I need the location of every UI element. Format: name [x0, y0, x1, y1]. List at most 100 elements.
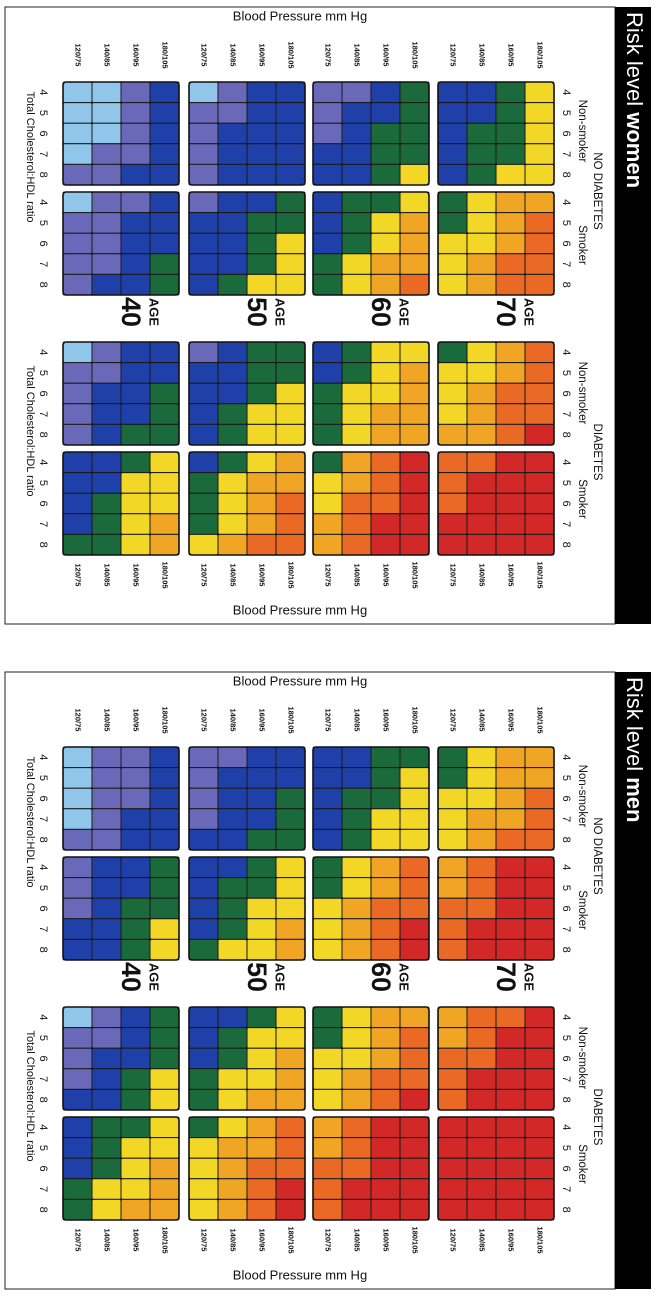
chol-tick-right: 4	[560, 89, 572, 95]
risk-cell	[370, 513, 401, 535]
risk-cell	[341, 341, 372, 364]
risk-cell	[62, 81, 93, 104]
risk-cell	[62, 1088, 93, 1111]
risk-chart-women: Risk level women Blood Pressure mm Hg Bloo…	[4, 6, 651, 625]
risk-cell	[399, 877, 430, 899]
bp-tick-bottom: 140/85	[103, 1229, 112, 1252]
grid-border	[437, 1006, 555, 1111]
risk-cell	[370, 492, 401, 515]
risk-cell	[524, 403, 555, 425]
chol-tick-right: 6	[560, 390, 572, 396]
risk-cell	[437, 828, 468, 851]
risk-cell	[217, 362, 248, 384]
risk-cell	[524, 1006, 555, 1029]
risk-cell	[246, 1116, 277, 1139]
risk-cell	[370, 1088, 401, 1111]
age-label: AGE	[147, 963, 162, 992]
risk-cell	[312, 1047, 343, 1070]
risk-cell	[120, 403, 151, 425]
chol-tick-right: 6	[560, 1165, 572, 1171]
risk-cell	[495, 1198, 526, 1221]
risk-cell	[399, 81, 430, 104]
bp-tick-top: 120/75	[324, 709, 333, 732]
risk-cell	[437, 1047, 468, 1070]
chol-tick-right: 8	[560, 542, 572, 548]
risk-cell	[495, 81, 526, 104]
risk-cell	[120, 143, 151, 165]
risk-cell	[437, 746, 468, 769]
risk-cell	[188, 1088, 219, 1111]
bp-tick-top: 160/95	[507, 709, 516, 732]
risk-cell	[188, 341, 219, 364]
bp-tick-top: 120/75	[200, 709, 209, 732]
risk-cell	[217, 533, 248, 556]
risk-cell	[495, 362, 526, 384]
risk-cell	[312, 787, 343, 810]
risk-cell	[312, 492, 343, 515]
chol-tick-left: 6	[37, 130, 49, 136]
chol-tick-left: 4	[37, 1014, 49, 1020]
chol-tick-right: 4	[560, 199, 572, 205]
risk-cell	[275, 877, 306, 899]
chol-tick-right: 5	[560, 220, 572, 226]
grid-border	[437, 746, 555, 851]
risk-cell	[437, 513, 468, 535]
risk-cell	[246, 1137, 277, 1159]
title-band	[615, 7, 651, 624]
risk-cell	[275, 856, 306, 879]
risk-cell	[495, 856, 526, 879]
risk-cell	[217, 163, 248, 186]
risk-cell	[246, 1068, 277, 1090]
risk-cell	[120, 1137, 151, 1159]
grid-nodiab_nonsmoker-age-70	[437, 81, 555, 186]
risk-cell	[246, 492, 277, 515]
grid-border	[312, 856, 430, 961]
risk-cell	[437, 808, 468, 830]
risk-cell	[399, 232, 430, 255]
risk-cell	[437, 451, 468, 474]
bp-tick-bottom: 120/75	[74, 1229, 83, 1252]
chol-tick-left: 5	[37, 775, 49, 781]
chol-tick-left: 4	[37, 199, 49, 205]
grid-border	[312, 451, 430, 556]
risk-cell	[399, 341, 430, 364]
risk-cell	[246, 1198, 277, 1221]
bp-tick-top: 160/95	[132, 709, 141, 732]
risk-cell	[120, 938, 151, 961]
risk-cell	[370, 1157, 401, 1180]
risk-cell	[91, 828, 122, 851]
risk-cell	[246, 423, 277, 446]
risk-cell	[62, 513, 93, 535]
age-value: 40	[116, 297, 146, 327]
risk-cell	[91, 273, 122, 296]
risk-cell	[149, 102, 180, 124]
grid-nodiab_nonsmoker-age-40	[62, 81, 180, 186]
chol-tick-right: 5	[560, 480, 572, 486]
risk-cell	[246, 1157, 277, 1180]
risk-cell	[275, 403, 306, 425]
bp-tick-bottom: 120/75	[324, 1229, 333, 1252]
chol-tick-right: 8	[560, 282, 572, 288]
grid-border	[188, 856, 306, 961]
risk-cell	[495, 808, 526, 830]
risk-cell	[312, 767, 343, 789]
risk-cell	[246, 81, 277, 104]
risk-cell	[91, 122, 122, 145]
bp-tick-bottom: 120/75	[200, 564, 209, 587]
risk-cell	[341, 918, 372, 940]
risk-cell	[188, 232, 219, 255]
risk-cell	[341, 472, 372, 494]
risk-cell	[120, 767, 151, 789]
risk-cell	[466, 746, 497, 769]
risk-cell	[217, 1116, 248, 1139]
risk-cell	[120, 877, 151, 899]
risk-cell	[399, 472, 430, 494]
risk-cell	[341, 212, 372, 234]
risk-cell	[341, 746, 372, 769]
grid-border	[312, 746, 430, 851]
risk-cell	[399, 403, 430, 425]
risk-cell	[120, 1027, 151, 1049]
risk-cell	[188, 362, 219, 384]
risk-cell	[217, 492, 248, 515]
risk-cell	[341, 423, 372, 446]
